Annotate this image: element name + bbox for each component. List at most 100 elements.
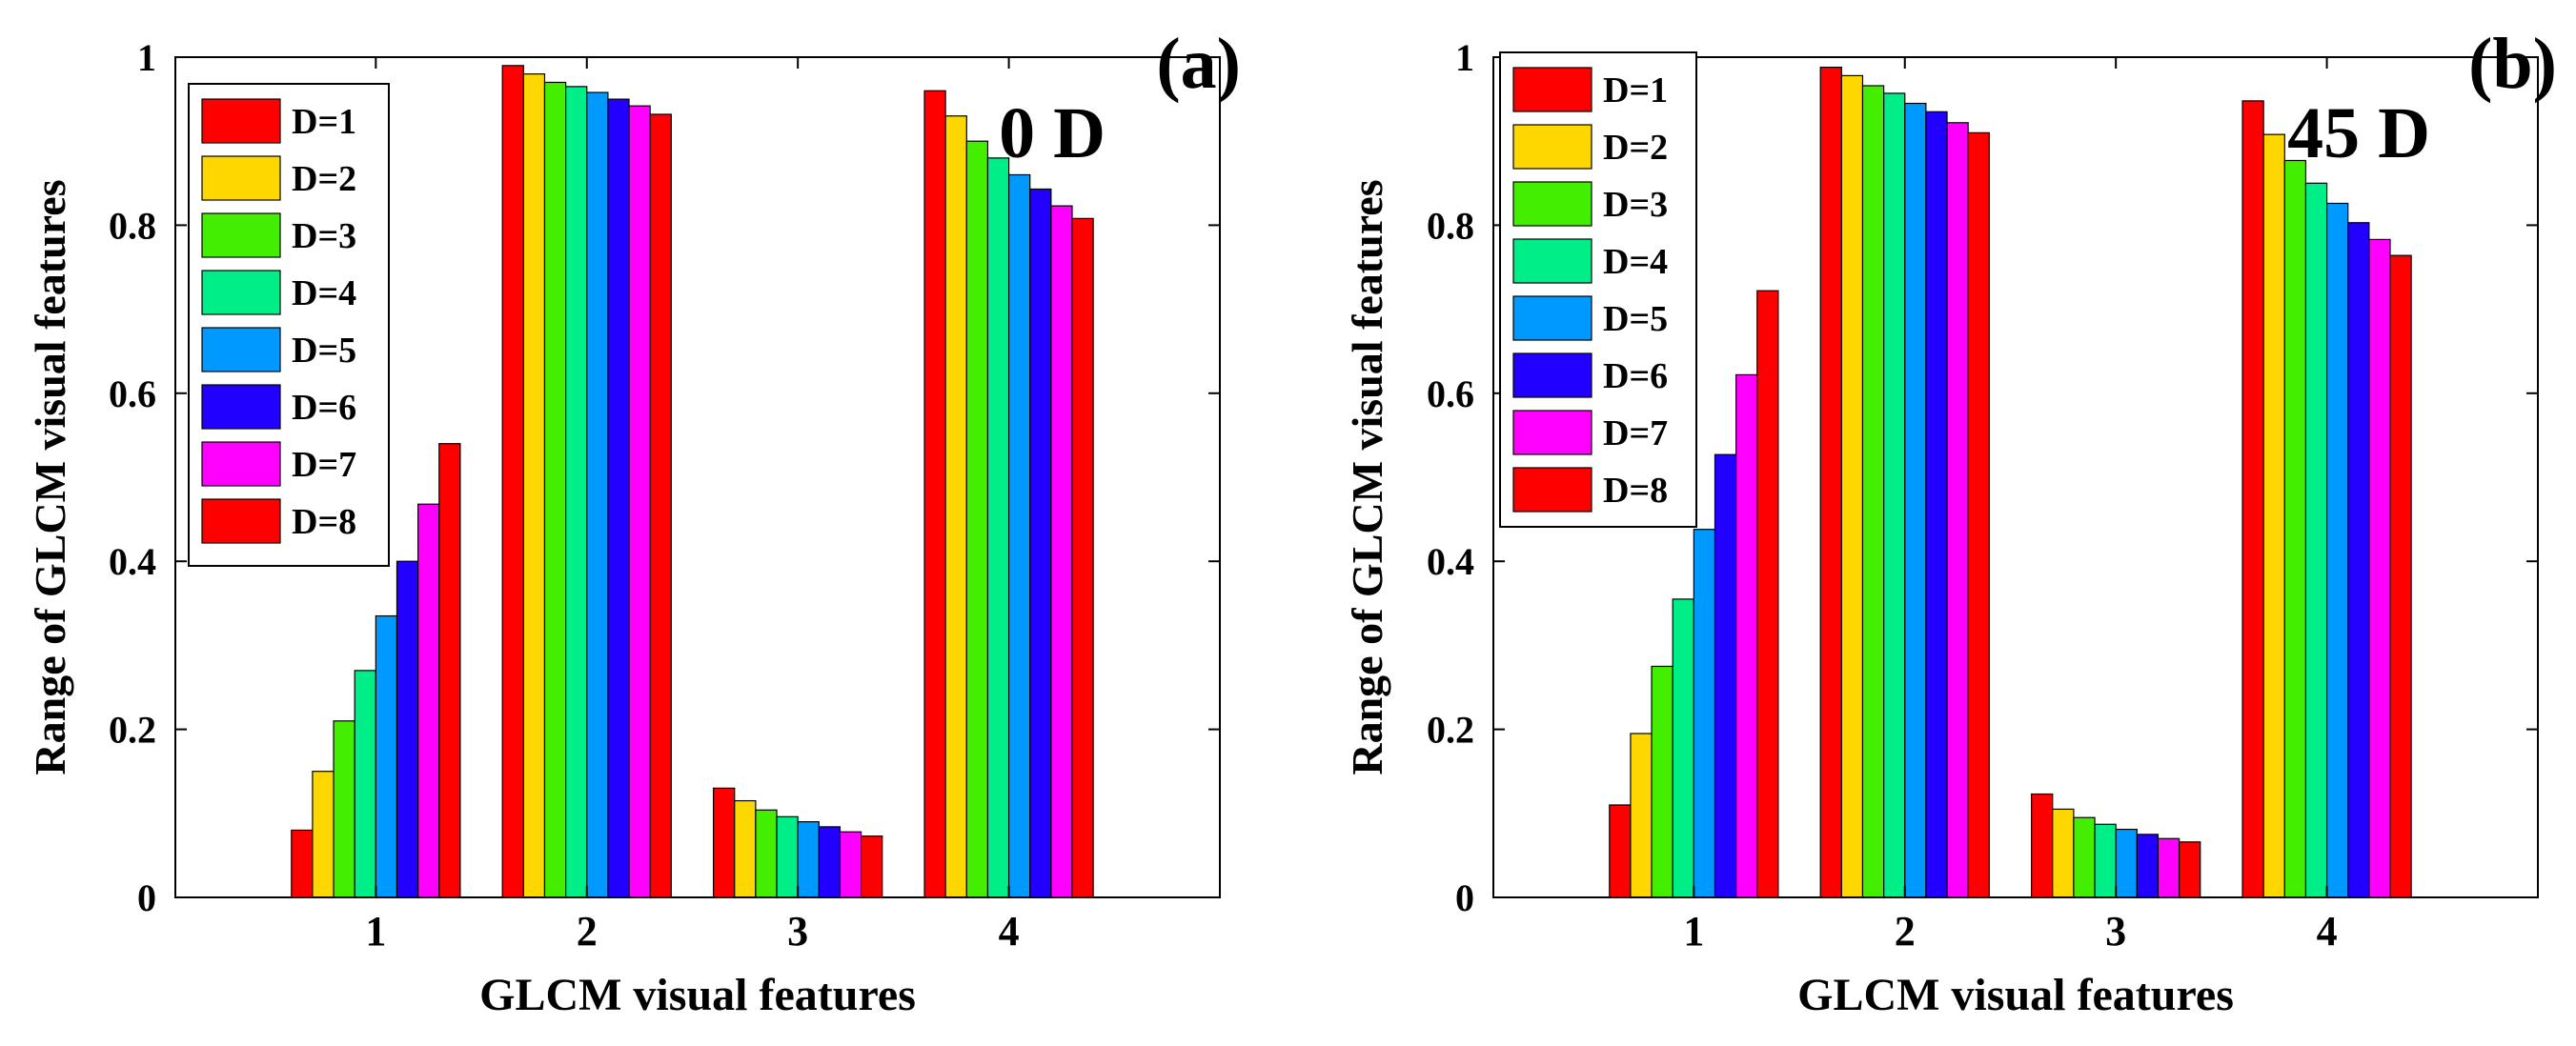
bar-d4-feature-4 [2304,182,2328,898]
panel-label: (b) [2468,24,2557,104]
bar-d7-feature-3 [839,831,862,898]
bar-d3-feature-2 [1861,85,1885,898]
bar-d7-feature-1 [417,503,440,898]
bar-d4-feature-3 [776,815,799,898]
bar-d1-feature-4 [923,90,946,898]
bar-d2-feature-4 [2262,133,2285,898]
y-tick-label: 1 [1455,36,1474,79]
bar-d1-feature-1 [1609,804,1632,898]
legend-label: D=7 [1603,413,1668,453]
legend-swatch-d3 [201,212,281,258]
bar-d3-feature-4 [965,140,989,898]
bar-d8-feature-3 [860,835,883,898]
y-axis-label: Range of GLCM visual features [1343,179,1391,774]
bar-d2-feature-1 [1630,733,1653,898]
bar-d5-feature-4 [2325,202,2349,898]
bar-d8-feature-1 [438,443,461,898]
legend-label: D=5 [292,331,356,371]
bar-d3-feature-2 [543,81,567,898]
bar-d5-feature-4 [1007,173,1031,898]
legend-swatch-d7 [201,441,281,487]
legend: D=1 D=2 D=3 D=4 D=5 D=6 D=7 D=8 [188,83,390,567]
bar-d7-feature-2 [1946,122,1969,898]
bar-d8-feature-3 [2178,841,2201,898]
y-tick-label: 1 [137,36,156,79]
legend-swatch-d5 [1512,295,1592,341]
bar-d2-feature-2 [1840,74,1864,898]
x-tick-label: 2 [577,908,598,955]
bar-d8-feature-2 [1967,131,1990,898]
bar-d8-feature-2 [649,113,672,898]
bar-d6-feature-3 [2136,834,2160,898]
x-tick-label: 4 [999,908,1020,955]
bar-d2-feature-2 [522,73,546,898]
legend-swatch-d3 [1512,181,1592,227]
x-tick-label: 1 [365,908,386,955]
x-tick-label: 2 [1895,908,1916,955]
legend-box [1499,51,1697,528]
bar-d1-feature-1 [291,829,314,898]
y-tick-label: 0.6 [109,372,156,415]
bar-d1-feature-3 [2031,793,2054,898]
bar-d6-feature-2 [607,98,630,898]
y-tick-label: 0 [1455,876,1474,919]
legend-swatch-d2 [1512,124,1592,170]
bar-d3-feature-3 [755,809,778,898]
x-tick-label: 3 [787,908,808,955]
legend-label: D=7 [292,445,356,485]
bar-d8-feature-1 [1756,290,1779,898]
legend-swatch-d2 [201,155,281,201]
bar-d7-feature-4 [2368,238,2391,898]
bar-d8-feature-4 [1071,217,1094,898]
y-tick-label: 0.2 [1427,709,1474,752]
chart-panel-1: 0 0.2 0.4 0.6 0.8 1 1 2 3 4 GLCM visual features Ra… [26,24,1241,1020]
axes-box [174,56,1221,898]
x-tick-label: 1 [1683,908,1704,955]
legend-swatch-d6 [201,384,281,430]
bar-d5-feature-1 [1693,529,1716,898]
legend-label: D=1 [292,102,356,142]
x-tick-label: 4 [2317,908,2338,955]
bar-d6-feature-3 [818,826,842,898]
y-axis-label: Range of GLCM visual features [26,179,74,774]
legend-swatch-d4 [1512,238,1592,284]
bar-d2-feature-3 [2052,808,2075,898]
legend-swatch-d1 [201,98,281,144]
legend-swatch-d1 [1512,67,1592,112]
bar-d5-feature-2 [586,91,609,898]
bar-d5-feature-2 [1904,102,1927,898]
bar-d4-feature-2 [1883,92,1906,898]
chart-annotation: 0 D [999,93,1105,173]
bar-d1-feature-3 [713,787,736,898]
legend-label: D=6 [292,388,356,428]
bar-d3-feature-1 [333,720,355,898]
legend-swatch-d7 [1512,410,1592,455]
chart-panel-2: 0 0.2 0.4 0.6 0.8 1 1 2 3 4 GLCM visual features Ra… [1343,24,2557,1020]
bar-d6-feature-4 [2347,222,2370,898]
bar-d5-feature-3 [797,821,820,898]
bar-d1-feature-2 [501,65,524,898]
bar-d7-feature-2 [628,105,651,898]
legend-label: D=4 [292,273,356,313]
y-tick-label: 0.4 [1427,540,1474,583]
bar-d5-feature-3 [2115,828,2138,898]
bar-d2-feature-4 [944,115,967,898]
panel-label: (a) [1156,24,1241,104]
bar-d1-feature-2 [1819,66,1842,898]
x-axis-label: GLCM visual features [479,970,916,1020]
chart-annotation: 45 D [2287,93,2430,173]
bar-d6-feature-4 [1029,188,1052,898]
bar-d7-feature-1 [1735,373,1758,898]
legend-label: D=6 [1603,356,1668,396]
y-tick-label: 0.2 [109,709,156,752]
legend-swatch-d4 [201,270,281,315]
legend-swatch-d8 [1512,467,1592,513]
bar-d2-feature-3 [734,799,757,898]
legend-swatch-d5 [201,327,281,372]
legend-swatch-d8 [201,498,281,544]
bar-d4-feature-4 [986,157,1010,898]
bar-d3-feature-1 [1651,665,1673,898]
axes-box [1492,56,2539,898]
bar-d8-feature-4 [2389,254,2412,898]
